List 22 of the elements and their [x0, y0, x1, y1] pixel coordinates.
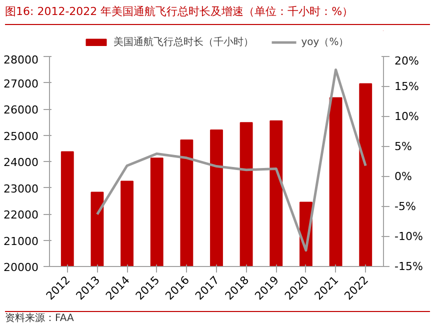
- y-tick-label: 28000: [4, 54, 39, 66]
- chart-title: 图16: 2012-2022 年美国通航飞行总时长及增速（单位：千小时：%）: [5, 5, 354, 18]
- text: 资料来源：FAA: [5, 312, 74, 326]
- y2-tick-label: 10%: [394, 110, 419, 123]
- legend-label: yoy（%）: [301, 36, 349, 49]
- y-tick-label: 22000: [4, 208, 39, 222]
- y-tick-label: 26000: [4, 104, 39, 116]
- line-series: [96, 68, 367, 252]
- y2-tick-label: -10%: [394, 230, 423, 243]
- y-tick-label: 20000: [4, 261, 39, 274]
- y-tick-label: 24000: [4, 156, 39, 169]
- y2-tick-label: -5%: [394, 200, 416, 213]
- y2-tick-label: 15%: [394, 80, 419, 93]
- y2-tick-label: -15%: [394, 260, 423, 273]
- y2-tick-label: 20%: [394, 54, 419, 68]
- y2-tick-label: 0%: [394, 170, 412, 183]
- y-tick-label: 23000: [4, 182, 39, 196]
- y-tick-label: 25000: [4, 130, 39, 143]
- y-tick-label: 21000: [4, 234, 39, 248]
- y2-tick-label: 5%: [394, 140, 412, 153]
- y-tick-label: 27000: [4, 77, 39, 90]
- legend-label: 美国通航飞行总时长（千小时）: [113, 36, 254, 49]
